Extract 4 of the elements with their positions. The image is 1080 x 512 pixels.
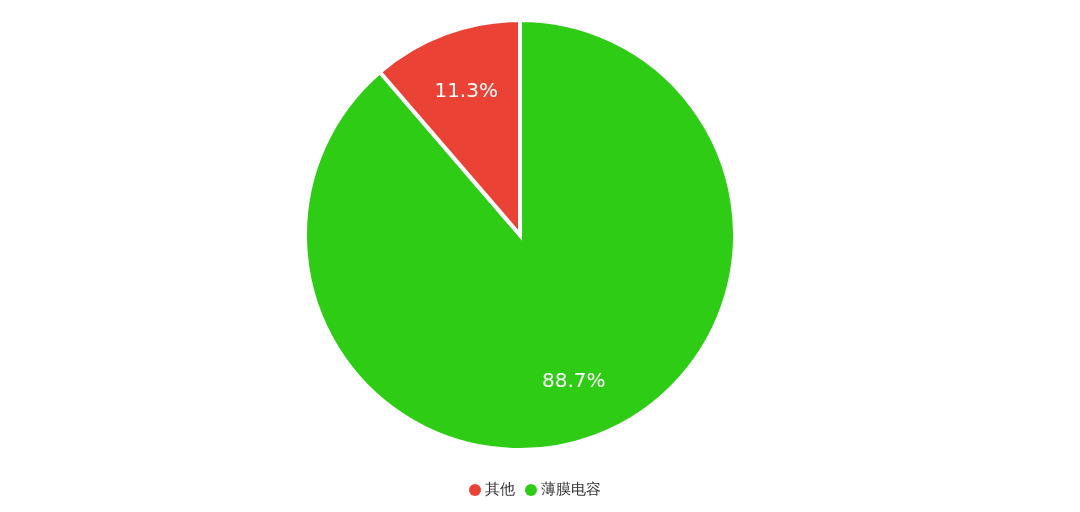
data-label: 88.7%	[542, 368, 606, 393]
data-label: 11.3%	[434, 77, 498, 102]
legend-label: 薄膜电容	[541, 480, 601, 498]
legend-label: 其他	[485, 480, 515, 498]
